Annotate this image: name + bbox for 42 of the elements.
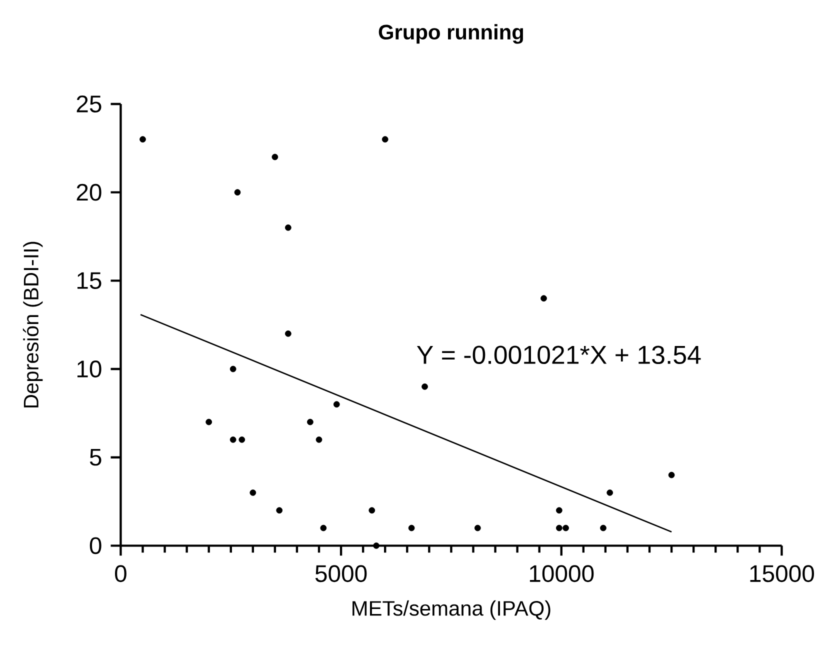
point (316, 436, 322, 443)
annotation: Y = -0.001021*X + 13.54 (416, 346, 701, 364)
point (368, 507, 376, 514)
point (373, 542, 380, 549)
point (382, 136, 388, 143)
y-tick-label: 0 (90, 537, 102, 554)
point (206, 418, 212, 426)
y-axis-title: Depresión (BDI-II) (22, 242, 43, 408)
point (284, 330, 292, 337)
point (230, 366, 236, 372)
y-tick-label: 25 (76, 96, 102, 112)
point (408, 524, 415, 532)
point (333, 401, 340, 408)
chart-title: Grupo running (378, 24, 524, 44)
point (556, 524, 562, 532)
point (320, 524, 327, 532)
point (474, 524, 481, 532)
x-tick-label: 5000 (315, 565, 367, 582)
x-tick-label: 0 (114, 565, 126, 582)
point (422, 383, 428, 390)
point (230, 436, 236, 443)
x-tick-label: 15000 (750, 565, 814, 582)
point (284, 224, 292, 231)
point (606, 489, 614, 496)
point (276, 507, 283, 514)
point (250, 489, 256, 496)
point (272, 154, 278, 160)
x-tick-label: 10000 (530, 565, 594, 582)
x-axis-title: METs/semana (IPAQ) (352, 600, 550, 620)
point (540, 295, 547, 302)
y-tick-label: 5 (90, 449, 102, 466)
point (238, 436, 246, 443)
y-tick-label: 10 (77, 360, 102, 378)
point (556, 507, 562, 514)
point (668, 472, 675, 478)
y-tick-label: 20 (76, 184, 102, 201)
point (234, 189, 241, 196)
point (140, 136, 146, 143)
point (307, 418, 314, 426)
point (600, 524, 606, 532)
y-tick-label: 15 (77, 272, 102, 290)
point (562, 524, 569, 532)
